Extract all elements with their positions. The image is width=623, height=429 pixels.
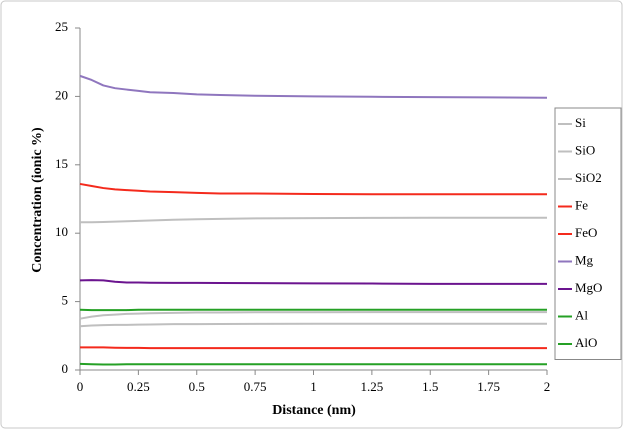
x-tick-label: 0.5	[189, 379, 205, 394]
series-line	[80, 346, 547, 350]
legend-label: SiO	[575, 142, 595, 157]
y-tick-label: 15	[55, 156, 68, 171]
x-axis-title: Distance (nm)	[272, 403, 356, 418]
legend-label: Si	[575, 115, 586, 130]
legend-label: Al	[575, 307, 588, 322]
y-tick-label: 20	[55, 87, 68, 102]
y-tick-label: 0	[62, 361, 69, 376]
x-tick-label: 0.25	[127, 379, 150, 394]
x-tick-label: 2	[544, 379, 551, 394]
series-line	[80, 216, 547, 224]
y-tick-label: 10	[55, 224, 68, 239]
series-line	[79, 362, 547, 366]
x-tick-label: 0	[77, 379, 84, 394]
series-line	[79, 311, 547, 320]
x-tick-label: 1.75	[477, 379, 500, 394]
legend-label: Fe	[575, 197, 588, 212]
y-tick-label: 5	[62, 293, 69, 308]
y-tick-label: 25	[55, 19, 68, 34]
x-tick-label: 1.25	[361, 379, 384, 394]
legend-label: FeO	[575, 225, 597, 240]
legend-label: AlO	[575, 335, 597, 350]
y-axis-title: Concentration (ionic %)	[30, 127, 45, 273]
x-tick-label: 1	[310, 379, 317, 394]
legend-label: SiO2	[575, 170, 602, 185]
series-line	[79, 74, 548, 99]
series-line	[79, 279, 547, 285]
legend-label: Mg	[575, 252, 594, 267]
series-line	[79, 182, 547, 196]
x-tick-label: 1.5	[422, 379, 438, 394]
series-line	[79, 322, 547, 328]
x-tick-label: 0.75	[244, 379, 267, 394]
legend-label: MgO	[575, 280, 602, 295]
